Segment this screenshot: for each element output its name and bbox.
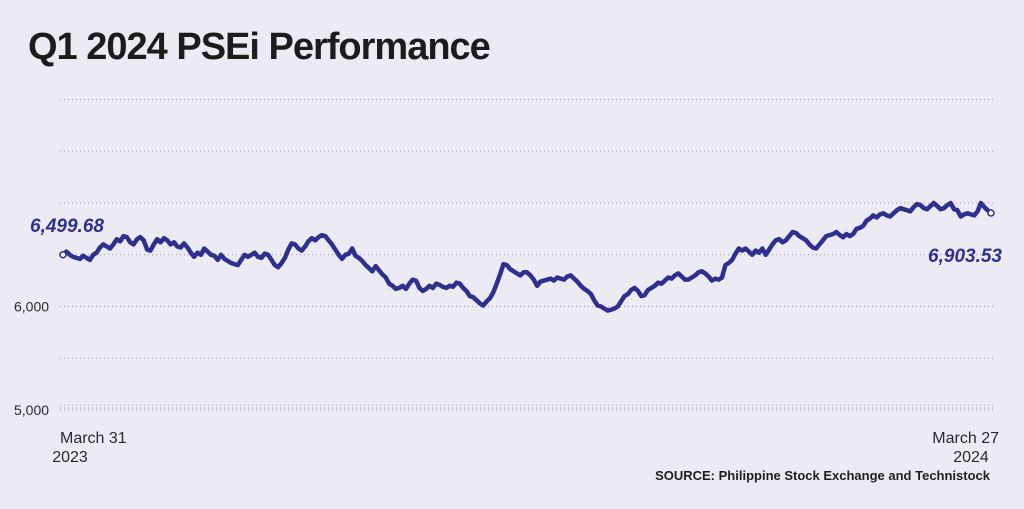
source-note: SOURCE: Philippine Stock Exchange and Te… — [655, 468, 990, 483]
label-layer: 6,000 5,000 March 31 2023 March 27 2024 6,499.… — [14, 216, 1002, 466]
x-tick-year: 2023 — [52, 449, 88, 466]
x-tick-label: March 31 — [60, 430, 127, 447]
chart-title: Q1 2024 PSEi Performance — [28, 26, 491, 68]
series-line-psei — [60, 200, 994, 313]
end-point-marker — [987, 209, 995, 217]
end-value-label: 6,903.53 — [928, 246, 1002, 267]
x-tick-label: March 27 — [932, 430, 999, 447]
start-value-label: 6,499.68 — [30, 216, 104, 237]
start-point-marker — [59, 251, 67, 259]
series-layer — [59, 200, 995, 313]
y-tick-label: 5,000 — [14, 402, 49, 418]
y-tick-label: 6,000 — [14, 299, 49, 315]
x-tick-year: 2024 — [953, 449, 989, 466]
